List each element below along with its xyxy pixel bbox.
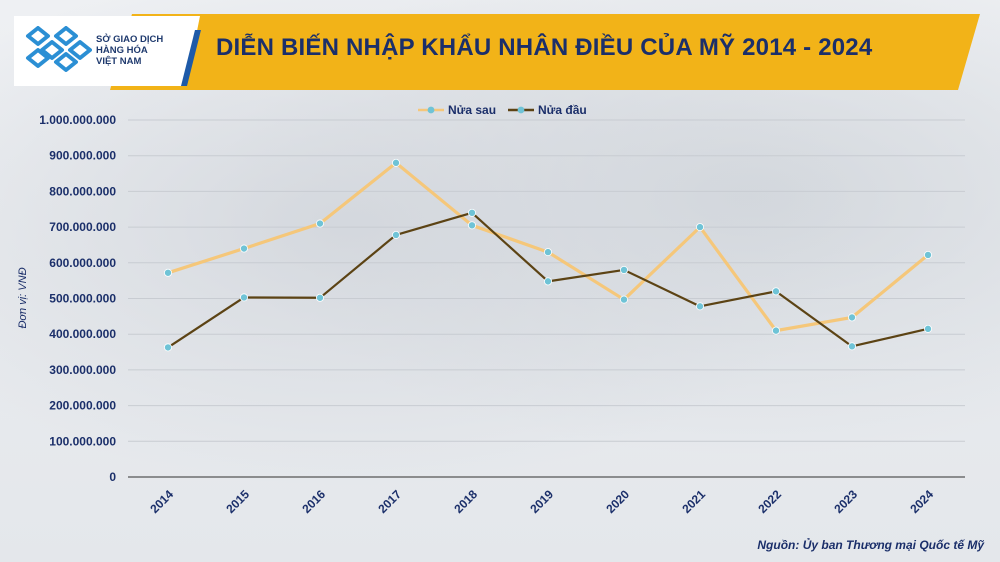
data-point-nua-dau: [696, 302, 705, 311]
x-tick-label: 2021: [679, 487, 708, 516]
y-tick-label: 0: [109, 470, 116, 484]
data-point-nua-sau: [696, 223, 705, 232]
data-point-nua-dau: [620, 265, 629, 274]
logo-text: SỞ GIAO DỊCH HÀNG HÓA VIỆT NAM: [96, 34, 192, 67]
data-point-nua-dau: [391, 230, 400, 239]
x-tick-label: 2024: [907, 487, 936, 516]
x-tick-label: 2016: [299, 487, 328, 516]
source-note: Nguồn: Ủy ban Thương mại Quốc tế Mỹ: [757, 538, 984, 552]
y-tick-label: 900.000.000: [49, 149, 116, 163]
data-point-nua-dau: [848, 342, 857, 351]
data-point-nua-dau: [239, 293, 248, 302]
x-tick-label: 2014: [147, 487, 176, 516]
legend-label: Nửa sau: [448, 103, 496, 117]
y-tick-label: 200.000.000: [49, 399, 116, 413]
y-tick-label: 1.000.000.000: [39, 113, 116, 127]
legend-marker: [427, 106, 435, 114]
y-tick-label: 500.000.000: [49, 292, 116, 306]
data-point-nua-sau: [315, 219, 324, 228]
series-line-nua-sau: [167, 161, 930, 333]
data-point-nua-sau: [772, 326, 781, 335]
data-point-nua-sau: [620, 295, 629, 304]
logo-line-1: SỞ GIAO DỊCH: [96, 34, 164, 45]
y-axis-label: Đơn vị: VNĐ: [17, 267, 29, 328]
data-point-nua-sau: [924, 250, 933, 259]
x-tick-label: 2019: [527, 487, 556, 516]
data-point-nua-sau: [163, 268, 172, 277]
data-point-nua-dau: [924, 324, 933, 333]
logo-line-3: VIỆT NAM: [96, 56, 142, 67]
data-point-nua-sau: [544, 248, 553, 257]
header-banner: [110, 14, 980, 90]
y-tick-label: 600.000.000: [49, 256, 116, 270]
y-tick-label: 100.000.000: [49, 434, 116, 448]
x-tick-label: 2020: [603, 487, 632, 516]
data-point-nua-sau: [391, 158, 400, 167]
data-point-nua-dau: [315, 293, 324, 302]
y-tick-label: 400.000.000: [49, 327, 116, 341]
data-point-nua-dau: [467, 208, 476, 217]
x-tick-label: 2022: [755, 487, 784, 516]
data-point-nua-sau: [467, 221, 476, 230]
y-tick-label: 800.000.000: [49, 184, 116, 198]
data-point-nua-dau: [772, 287, 781, 296]
exchange-logo-icon: [26, 26, 92, 72]
data-point-nua-dau: [544, 277, 553, 286]
logo-line-2: HÀNG HÓA: [96, 45, 148, 56]
data-point-nua-sau: [239, 244, 248, 253]
y-tick-label: 700.000.000: [49, 220, 116, 234]
x-tick-label: 2018: [451, 487, 480, 516]
chart-title: DIỄN BIẾN NHẬP KHẨU NHÂN ĐIỀU CỦA MỸ 201…: [216, 34, 873, 61]
data-point-nua-sau: [848, 313, 857, 322]
y-tick-label: 300.000.000: [49, 363, 116, 377]
data-point-nua-dau: [163, 343, 172, 352]
x-tick-label: 2017: [375, 487, 404, 516]
legend-marker: [517, 106, 525, 114]
x-tick-label: 2015: [223, 487, 252, 516]
x-tick-label: 2023: [831, 487, 860, 516]
legend-label: Nửa đầu: [538, 103, 587, 117]
